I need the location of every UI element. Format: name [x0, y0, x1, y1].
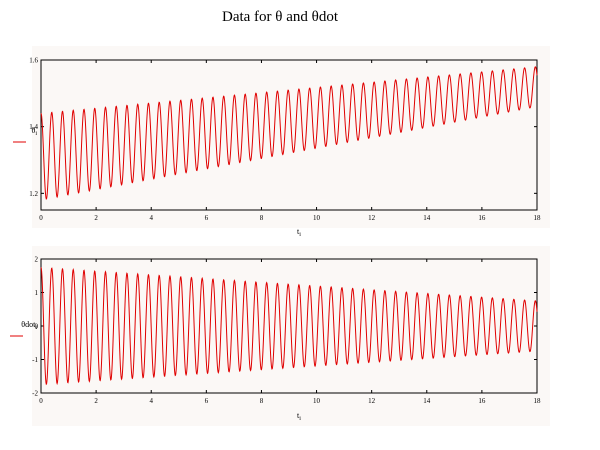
thetadot-xtick-label: 16: [478, 397, 486, 405]
thetadot-ytick-label: 0: [35, 323, 39, 331]
theta-xtick-label: 10: [313, 214, 321, 222]
thetadot-xtick-label: 10: [313, 397, 321, 405]
thetadot-xtick-label: 2: [94, 397, 98, 405]
theta-plot-frame: [40, 59, 538, 211]
theta-xlabel: ti: [297, 227, 301, 238]
thetadot-xtick-label: 14: [423, 397, 431, 405]
thetadot-ytick-label: 2: [35, 256, 39, 264]
theta-xtick-label: 12: [368, 214, 376, 222]
theta-xtick-label: 8: [260, 214, 264, 222]
theta-ytick-label: 1.6: [29, 57, 38, 65]
theta-series-line: [40, 66, 538, 200]
thetadot-xtick-label: 8: [260, 397, 264, 405]
theta-ylabel: θi: [31, 126, 37, 137]
figure-title: Data for θ and θdot: [221, 9, 338, 25]
thetadot-xtick-label: 6: [205, 397, 209, 405]
thetadot-ytick-label: -1: [32, 356, 38, 364]
theta-plot: 0 2 4 6 8 10 12 14 16 18 1.2 1.4 1.6 θi ti: [13, 57, 542, 238]
theta-xtick-label: 16: [478, 214, 486, 222]
theta-xtick-label: 18: [534, 214, 542, 222]
thetadot-ylabel: θdoti: [21, 320, 37, 331]
thetadot-xtick-label: 0: [39, 397, 43, 405]
thetadot-xtick-label: 18: [534, 397, 542, 405]
plot1-background: [32, 46, 550, 228]
theta-xtick-label: 4: [149, 214, 153, 222]
theta-ytick-label: 1.4: [29, 123, 38, 131]
thetadot-series-line: [40, 267, 538, 386]
thetadot-ytick-label: -2: [32, 390, 38, 398]
thetadot-ytick-label: 1: [35, 289, 39, 297]
theta-xtick-label: 6: [205, 214, 209, 222]
thetadot-xtick-label: 12: [368, 397, 376, 405]
theta-xtick-label: 2: [94, 214, 98, 222]
theta-xtick-label: 0: [39, 214, 43, 222]
thetadot-xtick-label: 4: [149, 397, 153, 405]
theta-xtick-label: 14: [423, 214, 431, 222]
theta-ytick-label: 1.2: [29, 190, 38, 198]
thetadot-xlabel: ti: [297, 411, 301, 422]
